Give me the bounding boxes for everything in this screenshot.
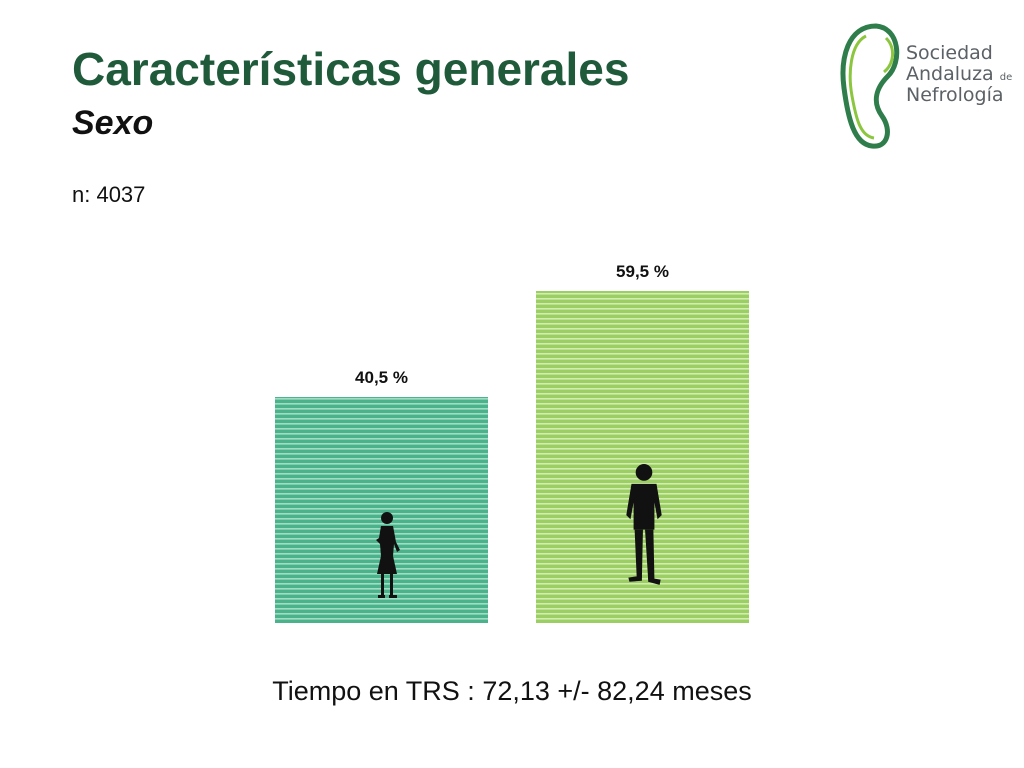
trs-time-caption: Tiempo en TRS : 72,13 +/- 82,24 meses xyxy=(272,676,752,706)
sociedad-andaluza-nefrologia-logo: Sociedad Andaluza de Nefrología xyxy=(836,18,1016,158)
logo-text-line1: Sociedad xyxy=(906,42,993,64)
logo-text-line2: Andaluza de xyxy=(906,65,1012,84)
kidney-logo-icon xyxy=(840,23,900,149)
slide-subtitle: Sexo xyxy=(72,104,154,142)
logo-text-line3: Nefrología xyxy=(906,84,1004,106)
bar-label-male: 59,5 % xyxy=(616,262,669,281)
bar-male xyxy=(536,291,749,623)
bar-label-female: 40,5 % xyxy=(355,368,408,387)
slide-title: Características generales xyxy=(72,43,630,95)
sample-size-label: n: 4037 xyxy=(72,182,146,207)
logo-text-de: de xyxy=(999,72,1013,83)
logo-text-andaluza: Andaluza xyxy=(906,63,994,85)
